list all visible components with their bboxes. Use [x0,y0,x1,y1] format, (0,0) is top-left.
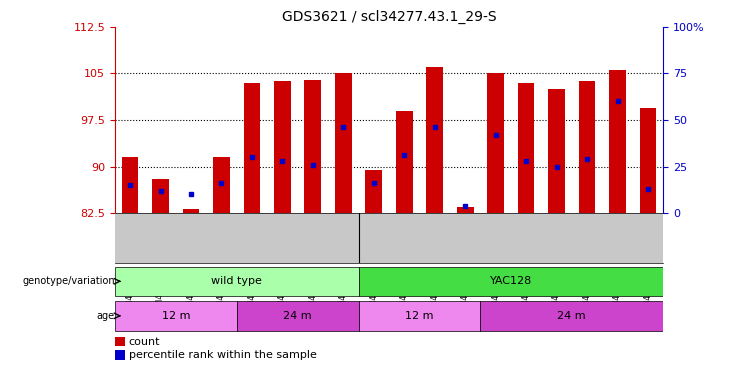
Bar [305,79,322,213]
Bar [335,73,352,213]
Text: 12 m: 12 m [405,311,433,321]
Bar [115,337,124,346]
Text: 12 m: 12 m [162,311,190,321]
Bar [115,350,124,359]
Bar [213,157,230,213]
Bar [274,81,290,213]
Text: count: count [129,337,160,347]
Bar [488,73,504,213]
Title: GDS3621 / scl34277.43.1_29-S: GDS3621 / scl34277.43.1_29-S [282,10,496,25]
Bar [480,301,663,331]
Bar [609,70,626,213]
Bar [639,108,657,213]
Bar [579,81,596,213]
Bar [115,301,236,331]
Text: age: age [97,311,115,321]
Bar [359,266,663,296]
Bar [236,301,359,331]
Bar [518,83,534,213]
Bar [548,89,565,213]
Bar [359,301,480,331]
Bar [456,207,473,213]
Text: genotype/variation: genotype/variation [22,276,115,286]
Bar [365,170,382,213]
Bar [426,67,443,213]
Bar [115,266,359,296]
Text: YAC128: YAC128 [490,276,532,286]
Bar [244,83,260,213]
Text: 24 m: 24 m [557,311,586,321]
Bar [122,157,139,213]
Text: percentile rank within the sample: percentile rank within the sample [129,350,316,360]
Bar [182,209,199,213]
Bar [396,111,413,213]
Bar [152,179,169,213]
Text: 24 m: 24 m [283,311,312,321]
Text: wild type: wild type [211,276,262,286]
